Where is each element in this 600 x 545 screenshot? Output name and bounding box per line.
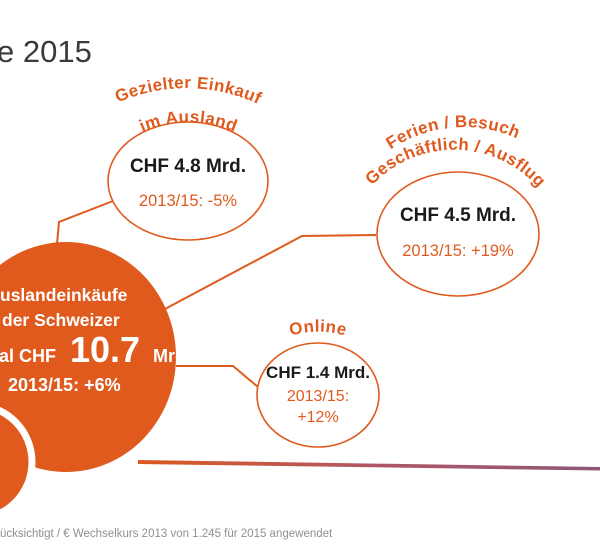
connector-travel (164, 234, 377, 310)
total-bubble (0, 242, 176, 472)
bubble-targeted-label-line1: Gezielter Einkauf (112, 73, 264, 108)
bubble-targeted-change: 2013/15: -5% (139, 192, 237, 210)
bubble-travel (376, 171, 540, 297)
total-bubble-total-value: 10.7 (70, 329, 140, 370)
bubble-online-value: CHF 1.4 Mrd. (266, 363, 370, 382)
total-bubble-total-prefix: al CHF (0, 346, 56, 366)
bubble-travel-change: 2013/15: +19% (402, 242, 514, 260)
bubble-online-change-line1: 2013/15: (287, 388, 349, 405)
trend-line-gradient (138, 460, 600, 471)
total-bubble-total-unit: Mrd. (153, 346, 191, 366)
total-sub-bubble (0, 406, 36, 518)
bubble-online-label-arc-text: Online (287, 317, 349, 340)
bubble-targeted-label-arc1-text: Gezielter Einkauf (112, 73, 264, 108)
connector-online (176, 365, 259, 388)
page-title: e 2015 (0, 34, 92, 69)
connector-targeted (56, 200, 114, 245)
bubble-online (256, 342, 380, 448)
bubble-travel-value: CHF 4.5 Mrd. (400, 205, 516, 226)
total-bubble-name-line1: uslandeinkäufe (0, 285, 128, 305)
bubble-targeted (107, 121, 269, 241)
bubble-online-change-line2: +12% (297, 409, 338, 426)
bubble-targeted-value: CHF 4.8 Mrd. (130, 156, 246, 177)
total-bubble-name-line2: der Schweizer (2, 310, 120, 330)
footnote: ücksichtigt / € Wechselkurs 2013 von 1.2… (0, 528, 333, 540)
total-bubble-change: 2013/15: +6% (8, 375, 121, 395)
bubble-online-label: Online (287, 317, 348, 340)
